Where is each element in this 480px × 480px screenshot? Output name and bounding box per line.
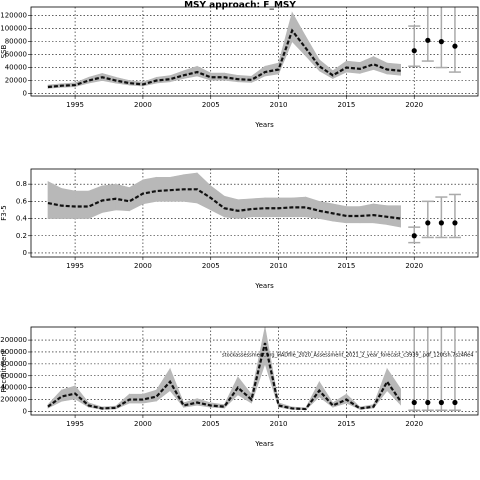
x-tick-label: 2000 — [134, 420, 152, 428]
x-tick-label: 2010 — [270, 101, 288, 109]
forecast-point — [452, 43, 458, 49]
estimate-line — [47, 342, 402, 411]
forecast-point — [438, 39, 444, 45]
forecast-point — [425, 220, 431, 226]
confidence-band — [332, 60, 347, 80]
confidence-band — [359, 203, 374, 224]
y-tick-label: 40000 — [5, 64, 27, 72]
forecast-point — [411, 233, 417, 239]
y-tick-label: 0 — [23, 89, 27, 97]
forecast-point — [411, 48, 417, 54]
x-tick-label: 2005 — [202, 101, 220, 109]
plot-area — [31, 327, 478, 415]
x-tick-label: 2020 — [405, 101, 423, 109]
x-axis-label: Years — [254, 440, 274, 448]
confidence-band — [115, 183, 130, 212]
confidence-band — [115, 76, 130, 86]
y-tick-label: 100000 — [0, 25, 27, 33]
y-axis-label: SSB — [0, 44, 8, 58]
confidence-band — [169, 174, 184, 202]
x-tick-label: 2005 — [202, 262, 220, 270]
confidence-band — [61, 188, 76, 219]
confidence-band — [332, 203, 347, 224]
annotation: stockassessment.org_HADfile_2020_Assessm… — [222, 353, 473, 359]
x-tick-label: 2005 — [202, 420, 220, 428]
y-tick-label: 0 — [23, 249, 27, 257]
y-tick-label: 0.6 — [16, 197, 28, 205]
y-tick-label: 1000000 — [0, 348, 27, 356]
x-tick-label: 1995 — [66, 101, 84, 109]
y-tick-label: 0 — [23, 407, 27, 415]
y-tick-label: 200000 — [0, 396, 27, 404]
confidence-band — [251, 65, 266, 83]
x-tick-label: 2015 — [337, 101, 355, 109]
plot-frame — [30, 6, 479, 97]
y-tick-label: 0.4 — [16, 215, 28, 223]
y-tick-label: 0.8 — [16, 180, 27, 188]
x-axis-label: Years — [254, 282, 274, 290]
forecast-point — [411, 399, 417, 406]
confidence-band — [74, 385, 89, 408]
x-tick-label: 2000 — [134, 101, 152, 109]
forecast-point — [452, 220, 458, 226]
confidence-band — [210, 185, 225, 218]
forecast-point — [452, 399, 458, 406]
x-tick-label: 1995 — [66, 262, 84, 270]
confidence-band — [318, 59, 334, 80]
confidence-band — [74, 190, 89, 219]
y-tick-label: 1200000 — [0, 336, 27, 344]
y-axis-label: F3-5 — [0, 205, 8, 220]
confidence-band — [156, 176, 171, 202]
confidence-band — [196, 65, 212, 81]
y-tick-label: 120000 — [0, 12, 27, 20]
y-tick-label: 60000 — [5, 51, 27, 59]
forecast-point — [425, 37, 431, 43]
plot-area — [31, 7, 478, 96]
plot-frame — [30, 326, 479, 416]
panel: 1995 2000 2005 2010 2015 2020 0 200000 400000 600… — [0, 326, 479, 448]
chart-title: MSY approach: F_MSY — [184, 1, 296, 11]
y-tick-label: 800000 — [0, 360, 27, 368]
plot-frame — [30, 168, 479, 258]
panel: 1995 2000 2005 2010 2015 2020 0 20000 40000 60000… — [0, 6, 479, 129]
confidence-band — [224, 195, 239, 219]
confidence-band — [183, 172, 198, 204]
panel: 1995 2000 2005 2010 2015 2020 0 0.2 0.4 0.6 0.8 Yea… — [0, 168, 479, 290]
y-tick-label: 80000 — [5, 38, 27, 46]
y-tick-label: 0.2 — [16, 232, 27, 240]
x-tick-label: 2015 — [337, 262, 355, 270]
confidence-band — [386, 205, 401, 228]
confidence-band — [373, 203, 388, 225]
forecast-point — [438, 220, 444, 226]
x-tick-label: 1995 — [66, 420, 84, 428]
confidence-band — [47, 181, 62, 219]
x-tick-label: 2000 — [134, 262, 152, 270]
y-axis-label: Recruitment — [0, 349, 8, 392]
y-tick-label: 400000 — [0, 384, 27, 392]
forecast-point — [438, 399, 444, 406]
x-axis-label: Years — [254, 121, 274, 129]
confidence-band — [169, 70, 184, 83]
x-tick-label: 2015 — [337, 420, 355, 428]
estimate-line — [47, 188, 401, 220]
x-tick-label: 2010 — [270, 420, 288, 428]
x-tick-label: 2020 — [405, 420, 423, 428]
y-tick-label: 20000 — [5, 77, 27, 85]
plot-area — [31, 169, 478, 257]
estimate-line — [47, 28, 401, 89]
confidence-band — [346, 206, 361, 224]
confidence-band — [88, 185, 103, 220]
x-tick-label: 2020 — [405, 262, 423, 270]
y-tick-label: 600000 — [0, 372, 27, 380]
confidence-band — [156, 367, 171, 402]
x-tick-label: 2010 — [270, 262, 288, 270]
confidence-band — [61, 385, 76, 402]
forecast-point — [425, 399, 431, 406]
